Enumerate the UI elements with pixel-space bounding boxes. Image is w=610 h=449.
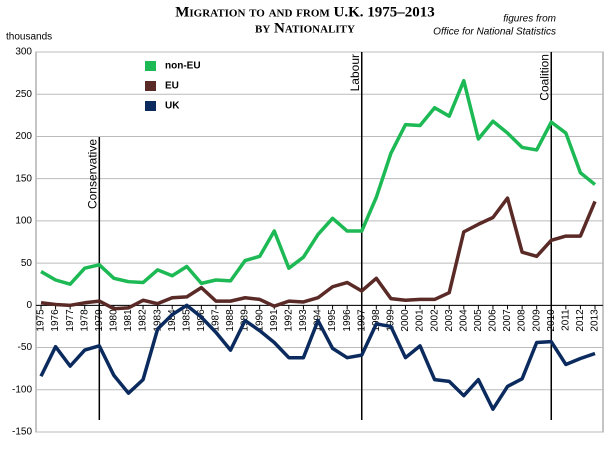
event-label: Labour [348, 54, 362, 91]
x-tick-label: 2009 [531, 309, 542, 332]
x-tick-label: 1975 [36, 309, 47, 332]
y-tick-label: 0 [26, 300, 32, 311]
x-tick-label: 2012 [575, 309, 586, 332]
y-tick-label: 50 [21, 258, 33, 269]
chart-title: by Nationality [255, 20, 355, 36]
x-tick-label: 2004 [458, 309, 469, 332]
y-tick-label: -150 [12, 427, 32, 438]
source-note: figures from [503, 14, 556, 25]
x-tick-label: 2002 [429, 309, 440, 332]
x-tick-label: 1976 [50, 309, 61, 332]
x-tick-label: 1988 [225, 309, 236, 332]
x-tick-label: 1990 [254, 309, 265, 332]
x-tick-label: 1980 [109, 309, 120, 332]
x-tick-label: 1999 [386, 309, 397, 332]
x-tick-label: 1993 [298, 309, 309, 332]
x-tick-label: 2001 [415, 309, 426, 332]
x-tick-label: 1985 [181, 309, 192, 332]
x-tick-label: 1978 [79, 309, 90, 332]
source-note: Office for National Statistics [433, 27, 556, 38]
x-tick-label: 1996 [342, 309, 353, 332]
x-tick-label: 1998 [371, 309, 382, 332]
legend-swatch [145, 101, 156, 111]
legend-label: UK [165, 101, 180, 112]
event-label: Conservative [85, 139, 99, 209]
y-tick-label: 100 [15, 216, 32, 227]
x-tick-label: 2005 [473, 309, 484, 332]
legend-swatch [145, 81, 156, 91]
y-tick-label: 250 [15, 89, 32, 100]
y-tick-label: 200 [15, 131, 32, 142]
x-tick-label: 2008 [517, 309, 528, 332]
x-tick-label: 1987 [211, 309, 222, 332]
x-tick-label: 1982 [138, 309, 149, 332]
x-tick-label: 2011 [560, 309, 571, 331]
x-tick-label: 1986 [196, 309, 207, 332]
x-tick-label: 1991 [269, 309, 280, 332]
x-tick-label: 2006 [488, 309, 499, 332]
x-tick-label: 1995 [327, 309, 338, 332]
y-axis-label: thousands [6, 32, 52, 43]
legend-label: non-EU [165, 61, 201, 72]
y-tick-label: -100 [12, 384, 32, 395]
legend-label: EU [165, 81, 179, 92]
chart-title: Migration to and from U.K. 1975–2013 [175, 4, 435, 20]
x-tick-label: 1983 [152, 309, 163, 332]
series-line [40, 78, 597, 286]
x-tick-label: 2003 [444, 309, 455, 332]
y-tick-label: 300 [15, 47, 32, 58]
x-tick-label: 1981 [123, 309, 134, 332]
x-tick-label: 2000 [400, 309, 411, 332]
series-line [39, 303, 596, 411]
x-tick-label: 1977 [65, 309, 76, 332]
x-tick-label: 1992 [283, 309, 294, 332]
series-line [40, 196, 597, 311]
y-tick-label: -50 [18, 342, 33, 353]
x-tick-label: 1984 [167, 309, 178, 332]
event-label: Coalition [537, 54, 551, 101]
x-tick-label: 2007 [502, 309, 513, 332]
legend-swatch [145, 61, 156, 71]
x-tick-label: 2013 [590, 309, 601, 332]
y-tick-label: 150 [15, 173, 32, 184]
